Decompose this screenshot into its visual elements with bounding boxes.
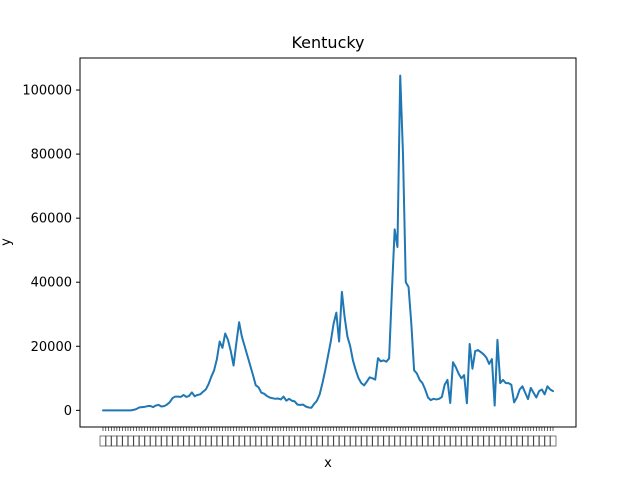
x-tick-label: [338, 435, 346, 447]
x-tick-label: [521, 435, 529, 447]
x-tick-label: [288, 435, 296, 447]
x-tick-label: [405, 435, 412, 447]
y-axis-label: y: [0, 238, 14, 246]
x-tick-label: [155, 435, 162, 447]
x-tick-label: [477, 435, 485, 447]
x-tick-label: [349, 435, 357, 447]
x-tick-label: [105, 435, 112, 447]
x-tick-label: [138, 435, 146, 447]
x-tick-label: [449, 435, 457, 447]
y-tick-label: 100000: [22, 84, 72, 99]
x-tick-label: [216, 435, 224, 447]
x-tick-label: [221, 435, 229, 447]
x-tick-label: [427, 435, 435, 447]
x-tick-label: [416, 435, 424, 447]
x-tick-label: [171, 435, 179, 447]
x-tick-label: [510, 435, 518, 447]
y-tick-label: 60000: [31, 212, 72, 227]
y-tick-label: 80000: [31, 148, 72, 163]
x-tick-label: [282, 435, 290, 447]
x-tick-label: [149, 435, 157, 447]
x-tick-label: [355, 435, 362, 447]
x-tick-label: [227, 435, 235, 447]
x-tick-label: [444, 435, 451, 447]
x-tick-label: [532, 435, 540, 447]
x-tick-label: [160, 435, 168, 447]
x-tick-label: [277, 435, 285, 447]
x-tick-label: [255, 435, 262, 447]
x-tick-label: [205, 435, 212, 447]
x-tick-label: [455, 435, 462, 447]
x-tick-label: [394, 435, 401, 447]
x-tick-label: [399, 435, 407, 447]
x-tick-label: [505, 435, 512, 447]
x-tick-label: [371, 435, 379, 447]
x-tick-label: [544, 435, 551, 447]
x-tick-label: [260, 435, 268, 447]
x-tick-label: [438, 435, 446, 447]
x-tick-label: [182, 435, 190, 447]
y-tick-label: 20000: [31, 340, 72, 355]
y-tick-label: 40000: [31, 276, 72, 291]
x-tick-label: [294, 435, 301, 447]
chart-title: Kentucky: [291, 33, 364, 52]
x-tick-label: [144, 435, 151, 447]
x-tick-label: [327, 435, 335, 447]
x-tick-label: [460, 435, 468, 447]
x-tick-label: [421, 435, 429, 447]
x-tick-label: [166, 435, 174, 447]
x-tick-label: [332, 435, 340, 447]
x-tick-label: [249, 435, 257, 447]
series-line: [102, 74, 554, 412]
x-tick-label: [110, 435, 118, 447]
x-tick-label: [177, 435, 185, 447]
x-tick-label: [238, 435, 246, 447]
x-tick-label: [266, 435, 274, 447]
axes-frame: [79, 57, 577, 428]
x-tick-label: [132, 435, 140, 447]
x-tick-label: [382, 435, 390, 447]
x-tick-label: [305, 435, 312, 447]
x-tick-label: [299, 435, 307, 447]
y-tick-label: 0: [64, 404, 72, 419]
x-tick-label: [516, 435, 524, 447]
x-tick-label: [410, 435, 418, 447]
x-tick-label: [549, 435, 557, 447]
x-tick-label: [466, 435, 474, 447]
x-tick-label: [99, 435, 107, 447]
x-tick-label: [271, 435, 279, 447]
x-tick-label: [344, 435, 351, 447]
x-tick-label: [388, 435, 396, 447]
x-tick-label: [538, 435, 546, 447]
x-tick-label: [121, 435, 129, 447]
x-tick-label: [471, 435, 479, 447]
x-tick-label: [321, 435, 329, 447]
x-tick-label: [194, 435, 201, 447]
x-tick-label: [366, 435, 374, 447]
x-tick-label: [360, 435, 368, 447]
y-axis-ticks: 0 20000 40000 60000 80000 100000: [22, 84, 80, 419]
x-axis-ticks: [99, 427, 557, 447]
x-tick-label: [432, 435, 440, 447]
x-tick-label: [316, 435, 324, 447]
x-axis-label: x: [324, 456, 332, 471]
x-tick-label: [527, 435, 535, 447]
x-tick-label: [488, 435, 496, 447]
x-tick-label: [310, 435, 318, 447]
x-tick-label: [377, 435, 385, 447]
x-tick-label: [494, 435, 501, 447]
x-tick-label-band: [99, 435, 557, 447]
x-tick-label: [232, 435, 240, 447]
x-tick-label: [188, 435, 196, 447]
x-tick-label: [244, 435, 251, 447]
x-tick-label: [116, 435, 124, 447]
x-tick-label: [482, 435, 490, 447]
x-tick-label: [127, 435, 135, 447]
x-tick-label: [499, 435, 507, 447]
x-tick-label: [210, 435, 218, 447]
x-tick-label: [199, 435, 207, 447]
